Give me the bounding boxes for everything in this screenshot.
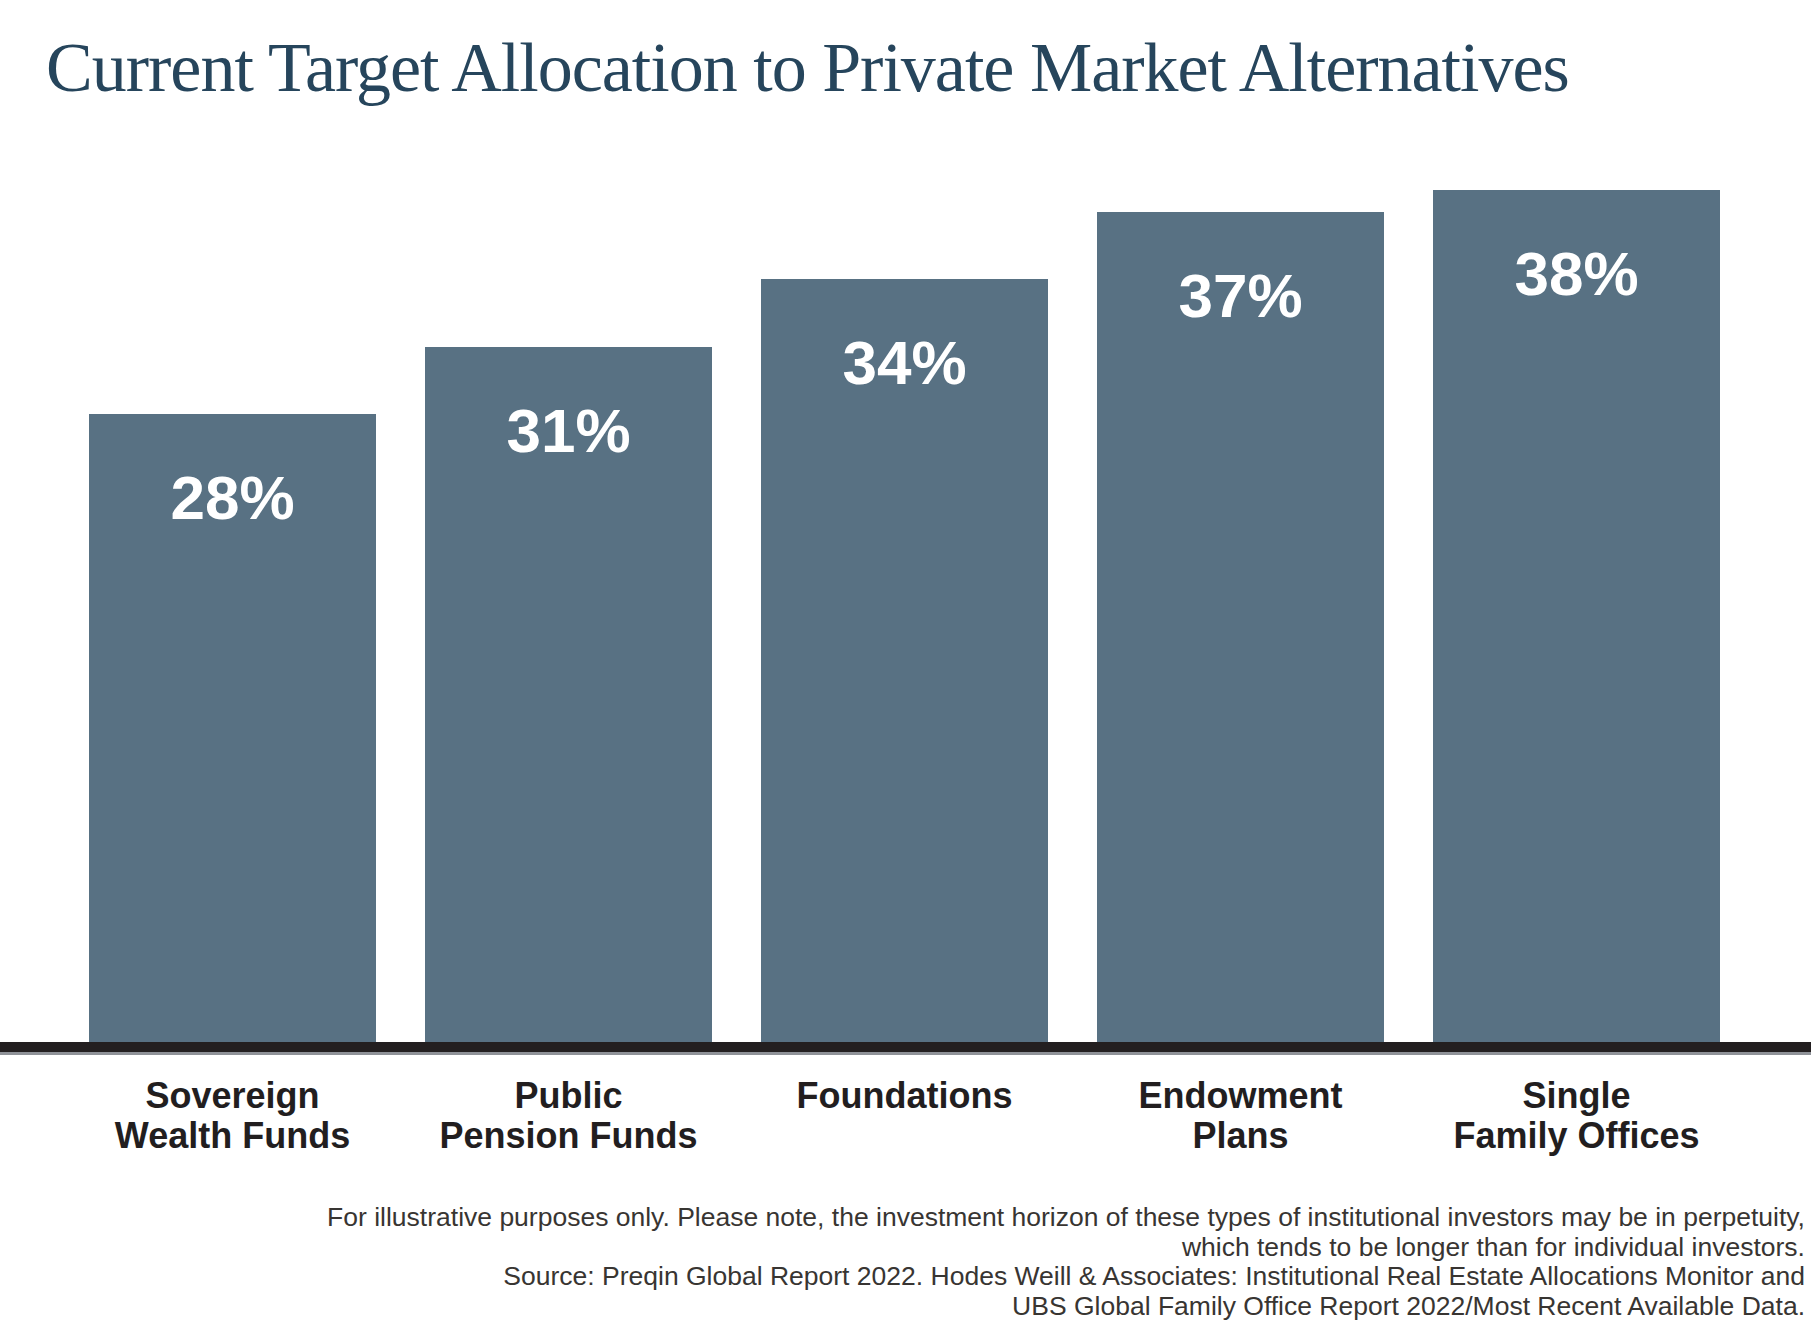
- category-label-line: Sovereign: [49, 1076, 416, 1116]
- x-axis-line: [0, 1042, 1811, 1052]
- category-label-endowment-plans: EndowmentPlans: [1057, 1076, 1424, 1156]
- category-label-line: Single: [1393, 1076, 1760, 1116]
- bar-sovereign-wealth-funds: 28%: [89, 414, 376, 1042]
- category-label-foundations: Foundations: [721, 1076, 1088, 1116]
- bar-value-label: 28%: [89, 414, 376, 533]
- footnote-line: For illustrative purposes only. Please n…: [327, 1203, 1805, 1233]
- footnote-line: UBS Global Family Office Report 2022/Mos…: [327, 1292, 1805, 1322]
- category-label-line: Plans: [1057, 1116, 1424, 1156]
- bar-endowment-plans: 37%: [1097, 212, 1384, 1042]
- bar-value-label: 38%: [1433, 190, 1720, 309]
- bar-public-pension-funds: 31%: [425, 347, 712, 1042]
- bar-foundations: 34%: [761, 279, 1048, 1042]
- category-label-line: Public: [385, 1076, 752, 1116]
- footnote-line: Source: Preqin Global Report 2022. Hodes…: [327, 1262, 1805, 1292]
- infographic-page: Current Target Allocation to Private Mar…: [0, 0, 1811, 1343]
- x-axis-line-shadow: [0, 1052, 1811, 1055]
- category-labels: SovereignWealth FundsPublicPension Funds…: [89, 1076, 1721, 1186]
- category-label-public-pension-funds: PublicPension Funds: [385, 1076, 752, 1156]
- footnote-line: which tends to be longer than for indivi…: [327, 1233, 1805, 1263]
- bar-single-family-offices: 38%: [1433, 190, 1720, 1042]
- category-label-line: Family Offices: [1393, 1116, 1760, 1156]
- bar-series: 28% 31% 34% 37% 38%: [89, 0, 1721, 1042]
- category-label-line: Wealth Funds: [49, 1116, 416, 1156]
- bar-value-label: 34%: [761, 279, 1048, 398]
- category-label-line: Endowment: [1057, 1076, 1424, 1116]
- footnote: For illustrative purposes only. Please n…: [327, 1203, 1805, 1321]
- category-label-line: Pension Funds: [385, 1116, 752, 1156]
- category-label-line: Foundations: [721, 1076, 1088, 1116]
- category-label-single-family-offices: SingleFamily Offices: [1393, 1076, 1760, 1156]
- bar-value-label: 31%: [425, 347, 712, 466]
- category-label-sovereign-wealth-funds: SovereignWealth Funds: [49, 1076, 416, 1156]
- bar-value-label: 37%: [1097, 212, 1384, 331]
